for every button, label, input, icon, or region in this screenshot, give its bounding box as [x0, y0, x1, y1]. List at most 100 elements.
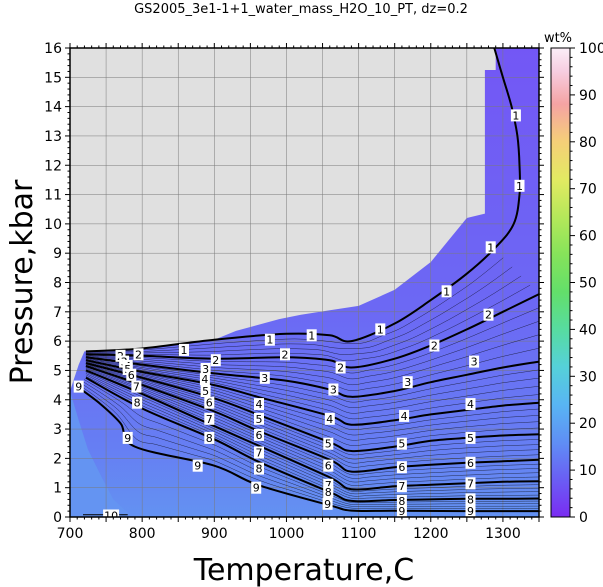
minor-contour [85, 361, 539, 436]
contour-label: 2 [282, 348, 289, 361]
contour-label-group: 2 [335, 361, 346, 375]
contour-7 [85, 369, 539, 491]
y-tick-label: 0 [53, 510, 62, 526]
x-tick-label: 1000 [269, 526, 305, 542]
contour-label: 6 [398, 461, 405, 474]
contour-label-group: 9 [122, 431, 133, 445]
x-tick-label: 1100 [341, 526, 377, 542]
contour-label-box [133, 348, 144, 361]
contour-label-group: 7 [204, 412, 215, 426]
contour-3 [85, 356, 539, 398]
minor-contour [85, 284, 531, 362]
contour-label-box [323, 459, 334, 472]
minor-contour [85, 334, 539, 386]
contour-label-box [465, 456, 476, 469]
contour-label: 8 [206, 432, 213, 445]
contour-label-box [396, 437, 407, 450]
contour-label: 6 [325, 460, 332, 473]
contour-label-box [200, 385, 211, 397]
colorbar-tick-label: 40 [579, 322, 597, 338]
y-tick-label: 1 [53, 481, 62, 497]
contour-label-box [514, 179, 525, 192]
contour-label-box [280, 348, 290, 361]
colorbar-tick-label: 100 [579, 41, 603, 57]
contour-label: 9 [467, 505, 474, 518]
contour-label: 4 [326, 413, 333, 426]
colorbar-tick-label: 60 [579, 229, 597, 245]
contour-2 [85, 293, 539, 369]
contour-label-box [204, 431, 215, 444]
minor-contour [85, 359, 539, 420]
contour-label: 8 [256, 463, 263, 476]
contour-label: 1 [308, 329, 315, 342]
colorbar-tick-label: 70 [579, 182, 597, 198]
contour-label-box [103, 509, 120, 517]
contour-label-group: 2 [429, 339, 440, 353]
contour-label-group: 7 [131, 380, 142, 394]
y-tick-label: 13 [44, 129, 62, 145]
contour-label-group: 8 [323, 486, 334, 499]
y-tick-label: 14 [44, 100, 62, 116]
contour-label: 9 [398, 505, 405, 518]
contour-label-group: 3 [328, 383, 339, 397]
contour-label-box [251, 481, 262, 494]
contour-label-group: 3 [469, 355, 480, 369]
contour-label-group: 3 [402, 376, 413, 389]
contour-label-group: 6 [126, 368, 137, 382]
contour-label: 6 [467, 457, 474, 470]
contour-label-box [254, 412, 264, 425]
contour-label: 7 [256, 447, 263, 460]
colorbar-tick-label: 80 [579, 135, 597, 151]
contour-label-group: 5 [254, 412, 264, 426]
contour-label-box [131, 380, 142, 393]
minor-contour [85, 275, 522, 355]
contour-label: 3 [261, 372, 268, 385]
contour-label: 8 [325, 486, 332, 499]
contour-label: 4 [256, 398, 263, 411]
contour-label-box [396, 505, 407, 517]
contour-label: 5 [202, 385, 209, 398]
y-tick-label: 12 [44, 158, 62, 174]
contour-label-group: 4 [254, 398, 264, 411]
contour-label-box [323, 486, 334, 499]
colorbar-tick-label: 10 [579, 463, 597, 479]
contour-label-group: 4 [199, 373, 210, 386]
contour-label-group: 9 [192, 459, 203, 473]
minor-contour [85, 357, 539, 403]
contour-label-box [199, 373, 210, 386]
minor-contour [85, 376, 539, 499]
contour-label-group: 8 [204, 431, 215, 445]
minor-contour [85, 307, 539, 374]
contour-label-box [485, 241, 496, 254]
contour-label: 6 [128, 369, 135, 382]
colorbar-tick-label: 30 [579, 369, 597, 385]
contour-label: 4 [467, 398, 474, 411]
contour-label-group: 6 [396, 461, 407, 474]
contour-label-group: 1 [441, 285, 452, 298]
contour-label-group: 5 [396, 437, 407, 451]
contour-label-group: 3 [200, 363, 211, 376]
contour-label-box [328, 383, 339, 396]
minor-contour [85, 360, 539, 431]
minor-contour [85, 347, 539, 391]
contour-label-box [396, 494, 407, 507]
y-tick-label: 3 [53, 422, 62, 438]
contour-label: 3 [471, 356, 478, 369]
colorbar-tick-label: 90 [579, 88, 597, 104]
contour-label: 7 [325, 479, 332, 492]
contour-label-group: 6 [465, 456, 476, 470]
contour-label: 9 [124, 432, 131, 445]
contour-label-group: 6 [204, 396, 215, 410]
minor-contour [85, 373, 539, 495]
x-tick-label: 900 [201, 526, 228, 542]
minor-contour [85, 369, 539, 486]
y-tick-label: 5 [53, 363, 62, 379]
contour-label: 5 [467, 432, 474, 445]
contour-label-box [192, 459, 203, 472]
minor-contour [85, 363, 539, 456]
minor-contour [85, 374, 539, 497]
contour-label-group: 1 [306, 329, 317, 342]
contour-label-group: 9 [322, 497, 333, 511]
contour-label: 1 [512, 109, 519, 122]
contour-label: 1 [377, 323, 384, 336]
